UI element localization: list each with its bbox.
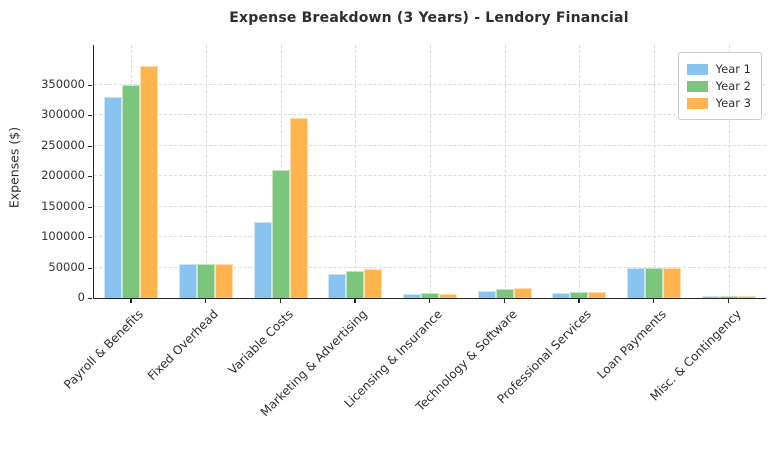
bar-year-2 [346,271,365,298]
x-gridline [355,45,357,298]
bar-year-2 [271,169,290,298]
legend-swatch-icon [686,80,708,92]
x-tick-mark [578,299,580,303]
x-gridline [430,45,431,298]
x-tick-mark [653,299,655,303]
bar-year-1 [477,290,496,298]
x-tick-label: Variable Costs [225,307,296,378]
bar-year-3 [439,293,457,298]
bar-year-1 [179,264,197,298]
bar-year-2 [197,264,215,298]
x-tick-label: Fixed Overhead [144,307,221,384]
bar-year-1 [104,96,123,298]
legend-label: Year 1 [715,62,751,76]
x-tick-mark [429,299,431,303]
y-tick-label: 250000 [41,137,85,152]
x-tick-mark [503,299,506,303]
y-tick-label: 200000 [41,168,85,183]
legend-swatch-icon [686,63,708,75]
bar-year-2 [495,288,514,298]
bar-year-1 [552,293,571,298]
y-tick-label: 50000 [48,259,85,274]
bar-year-1 [627,267,645,298]
y-tick-label: 350000 [41,76,85,91]
y-tick-label: 150000 [41,198,85,213]
bar-year-2 [719,295,738,298]
bar-year-1 [253,221,272,298]
y-tick-mark [88,145,92,147]
x-gridline [206,45,207,298]
x-gridline [579,45,581,298]
plot-area [93,45,766,299]
bar-year-1 [403,293,421,298]
bar-year-2 [645,267,663,298]
bar-year-3 [364,269,383,298]
x-gridline [728,45,730,298]
bar-year-1 [701,296,720,298]
x-tick-mark [727,299,730,303]
x-tick-mark [354,299,356,303]
x-tick-mark [130,299,132,303]
y-tick-mark [88,298,92,300]
legend-label: Year 3 [715,96,751,110]
bar-year-3 [663,267,681,298]
x-tick-mark [279,299,282,303]
y-tick-label: 0 [77,290,85,304]
x-tick-label: Loan Payments [594,307,669,382]
bar-year-3 [737,296,756,298]
legend-item: Year 3 [686,96,751,110]
legend-item: Year 2 [686,79,751,93]
y-tick-mark [88,115,92,117]
x-gridline [654,45,655,298]
bar-year-3 [289,118,308,298]
bar-year-3 [140,66,159,298]
bar-year-3 [513,287,532,298]
y-tick-label: 100000 [41,229,85,244]
y-tick-mark [88,237,92,239]
x-tick-mark [205,299,207,303]
legend-swatch-icon [686,97,708,109]
legend: Year 1 Year 2 Year 3 [677,52,762,120]
legend-label: Year 2 [715,79,751,93]
bar-year-3 [588,291,607,298]
y-tick-mark [88,206,92,208]
legend-item: Year 1 [686,62,751,76]
y-tick-label: 300000 [41,107,85,122]
y-tick-mark [88,176,92,178]
bar-year-1 [328,273,347,298]
y-tick-mark [88,84,92,87]
y-axis-label: Expenses ($) [6,126,22,209]
bar-year-2 [122,84,141,298]
chart-title: Expense Breakdown (3 Years) - Lendory Fi… [229,10,629,26]
bar-year-2 [421,293,439,298]
x-gridline [504,45,506,298]
bar-year-3 [215,264,233,298]
bar-year-2 [570,291,589,298]
y-tick-mark [88,267,92,269]
x-tick-label: Payroll & Benefits [61,307,147,392]
